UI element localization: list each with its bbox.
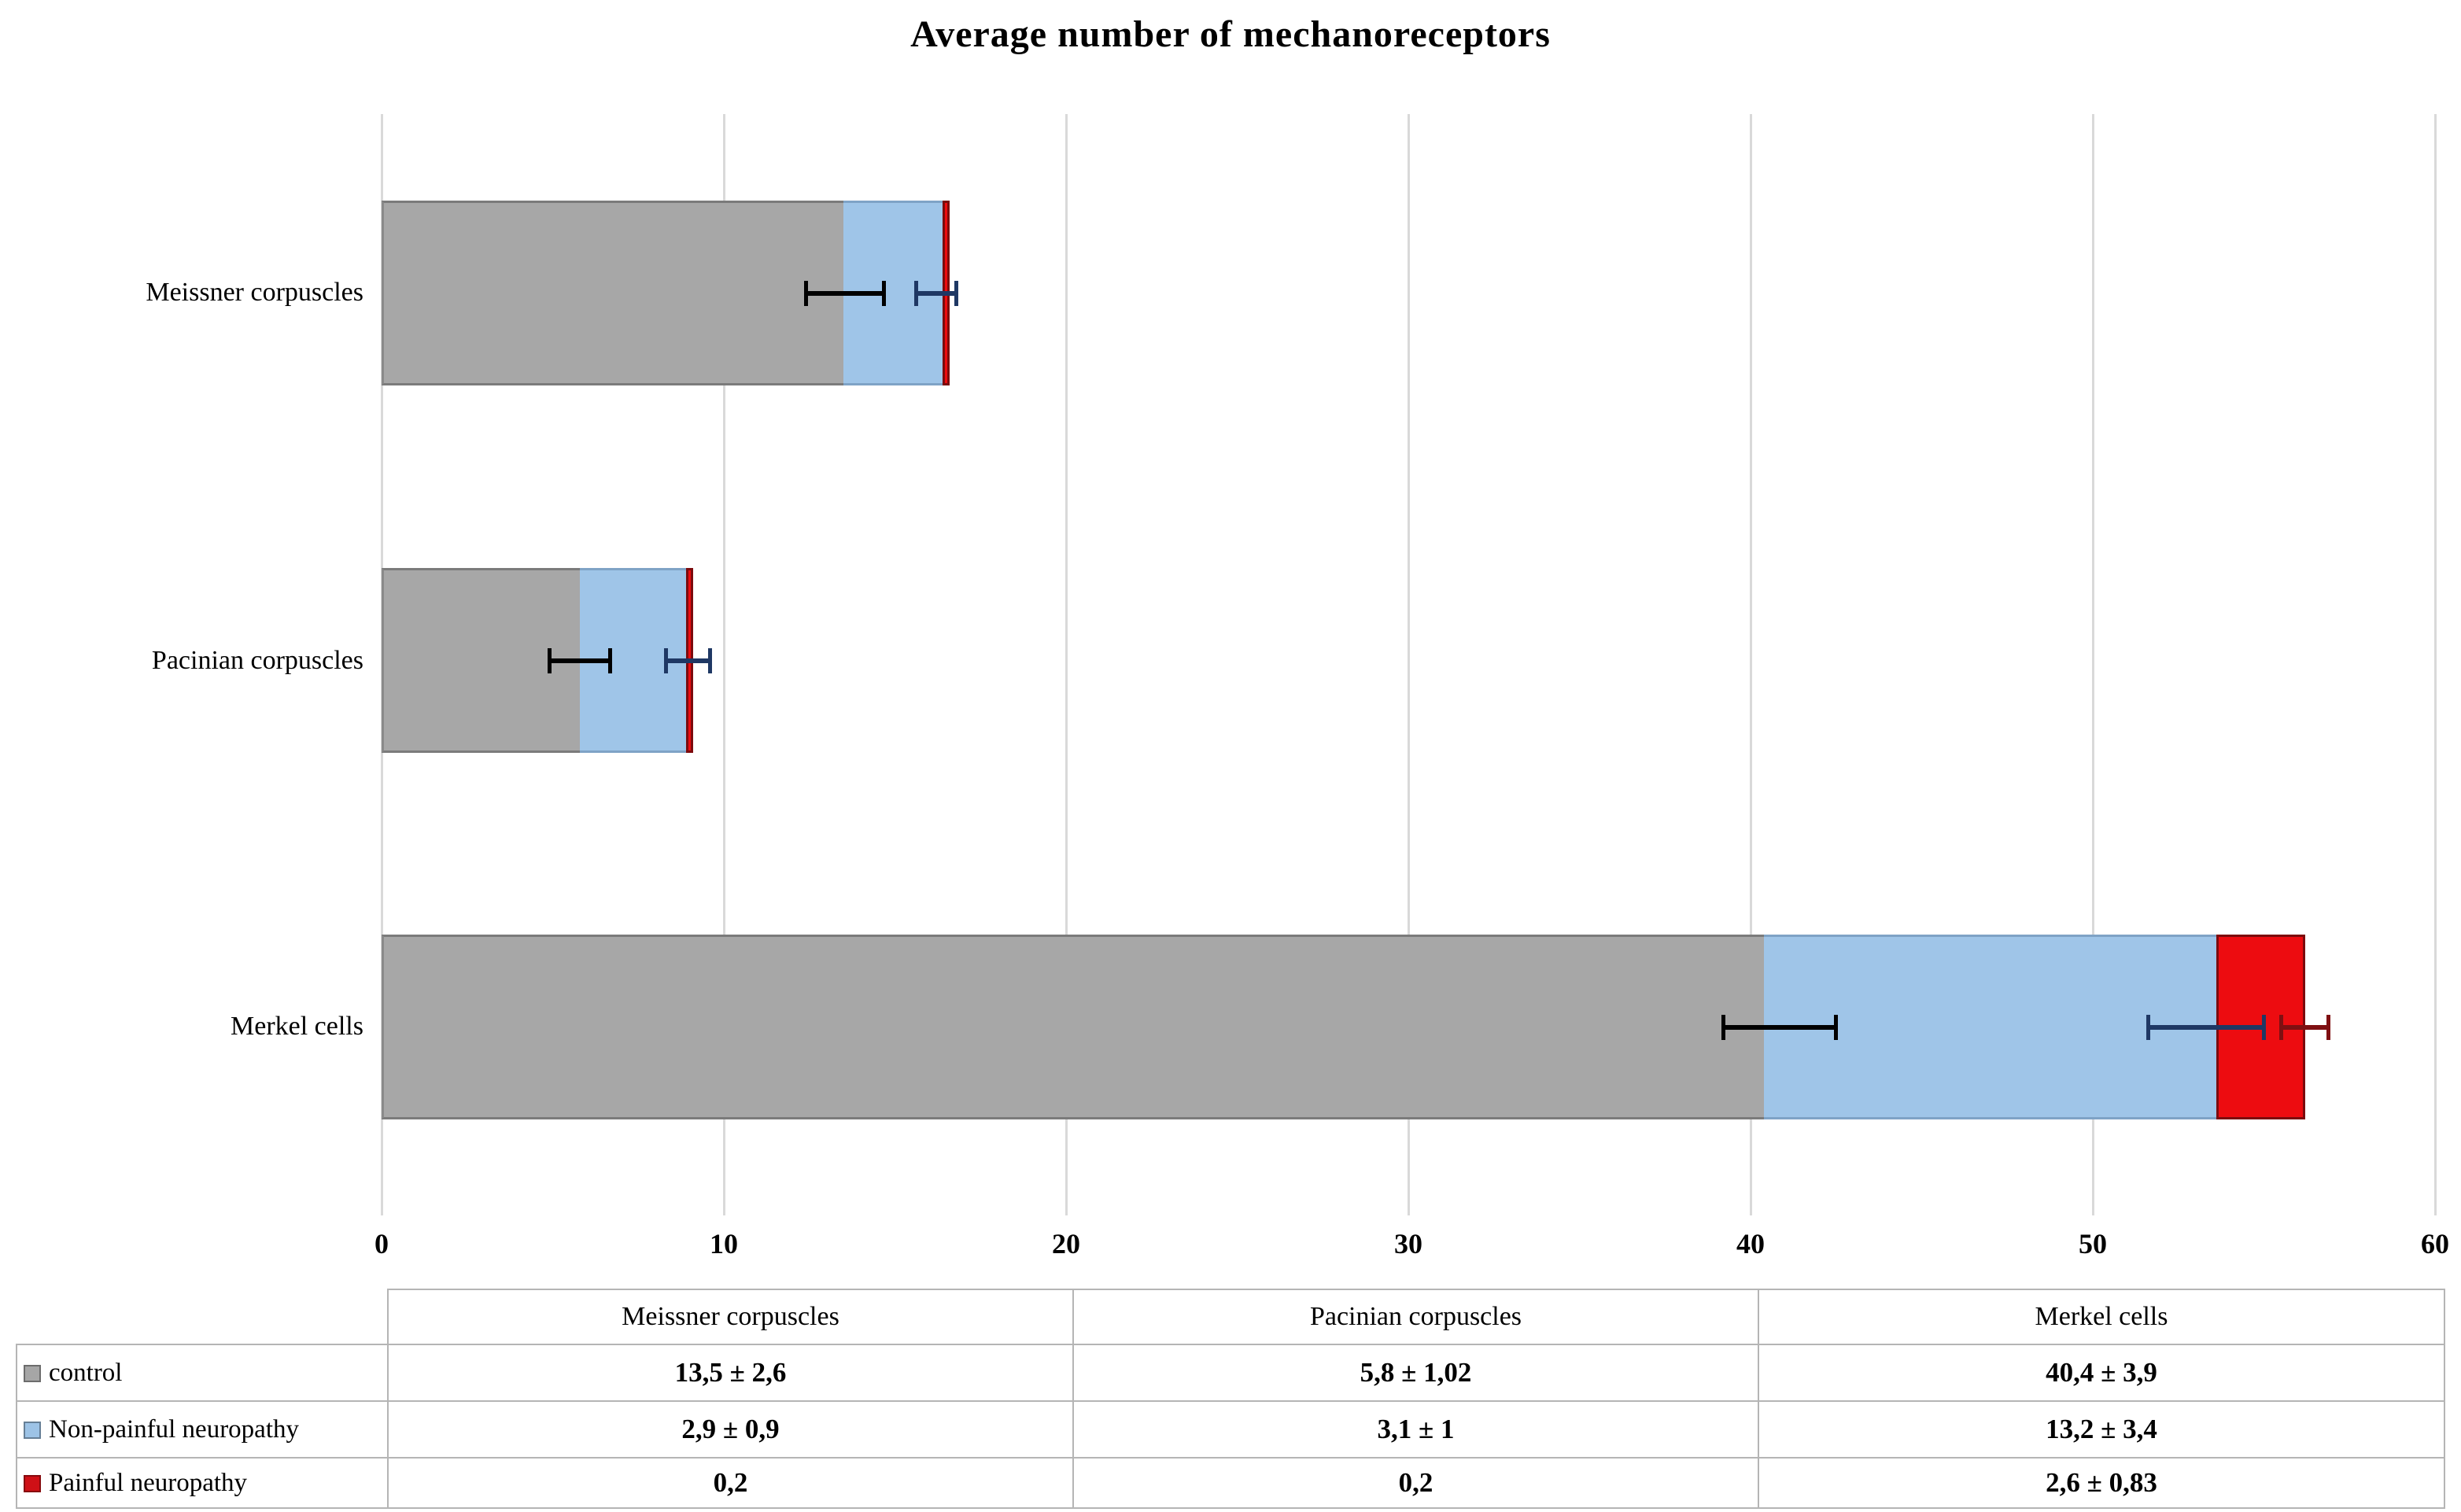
error-bar-cap bbox=[954, 280, 958, 306]
error-bar-painful-neuropathy bbox=[2281, 1024, 2330, 1030]
bar-segment-control bbox=[382, 568, 581, 753]
table-header-meissner: Meissner corpuscles bbox=[387, 1289, 1074, 1345]
error-bar-control bbox=[806, 290, 885, 296]
error-bar-cap bbox=[548, 647, 552, 673]
error-bar-non-painful-neuropathy bbox=[2147, 1024, 2264, 1030]
data-table: Meissner corpuscles Pacinian corpuscles … bbox=[16, 1289, 2445, 1509]
x-tick-label-40: 40 bbox=[1736, 1228, 1765, 1259]
error-bar-cap bbox=[707, 647, 712, 673]
category-label-pacinian: Pacinian corpuscles bbox=[151, 646, 363, 675]
bar-segment-non-painful-neuropathy bbox=[1764, 935, 2216, 1119]
value-cell: 0,2 bbox=[1072, 1457, 1759, 1509]
bar-segment-control bbox=[382, 935, 1765, 1119]
value-cell: 2,9 ± 0,9 bbox=[387, 1400, 1074, 1459]
gridline-50 bbox=[2091, 114, 2094, 1215]
error-bar-cap bbox=[913, 280, 918, 306]
error-bar-cap bbox=[2326, 1014, 2331, 1040]
error-bar-cap bbox=[2279, 1014, 2284, 1040]
control-swatch-icon bbox=[24, 1364, 41, 1382]
value-cell: 0,2 bbox=[387, 1457, 1074, 1509]
x-tick-label-0: 0 bbox=[374, 1228, 389, 1259]
gridline-10 bbox=[722, 114, 725, 1215]
error-bar-cap bbox=[2261, 1014, 2266, 1040]
error-bar-cap bbox=[2146, 1014, 2150, 1040]
error-bar-cap bbox=[1721, 1014, 1726, 1040]
category-label-merkel: Merkel cells bbox=[231, 1012, 363, 1041]
error-bar-non-painful-neuropathy bbox=[666, 658, 710, 663]
category-label-meissner: Meissner corpuscles bbox=[146, 278, 363, 307]
x-axis: 0 10 20 30 40 50 60 bbox=[374, 1227, 2449, 1274]
legend-label: Non-painful neuropathy bbox=[49, 1414, 299, 1444]
table-row-painful: Painful neuropathy 0,2 0,2 2,6 ± 0,83 bbox=[16, 1457, 2445, 1509]
bar-row-pacinian bbox=[382, 568, 693, 753]
value-cell: 13,2 ± 3,4 bbox=[1758, 1400, 2445, 1459]
table-header-merkel: Merkel cells bbox=[1758, 1289, 2445, 1345]
table-row-nonpainful: Non-painful neuropathy 2,9 ± 0,9 3,1 ± 1… bbox=[16, 1400, 2445, 1459]
error-bar-cap bbox=[882, 280, 887, 306]
x-tick-label-10: 10 bbox=[710, 1228, 738, 1259]
nonpainful-swatch-icon bbox=[24, 1421, 41, 1439]
legend-label: Painful neuropathy bbox=[49, 1468, 248, 1497]
table-header-pacinian: Pacinian corpuscles bbox=[1072, 1289, 1759, 1345]
error-bar-non-painful-neuropathy bbox=[915, 290, 957, 296]
painful-swatch-icon bbox=[24, 1474, 41, 1492]
value-cell: 5,8 ± 1,02 bbox=[1072, 1344, 1759, 1402]
bar-row-merkel bbox=[382, 935, 2305, 1119]
legend-cell-painful: Painful neuropathy bbox=[16, 1457, 389, 1509]
error-bar-cap bbox=[608, 647, 613, 673]
table-header-row: Meissner corpuscles Pacinian corpuscles … bbox=[16, 1289, 2445, 1345]
legend-cell-nonpainful: Non-painful neuropathy bbox=[16, 1400, 389, 1459]
x-tick-label-20: 20 bbox=[1052, 1228, 1080, 1259]
bar-segment-control bbox=[382, 201, 844, 385]
chart-title: Average number of mechanoreceptors bbox=[910, 13, 1551, 55]
value-cell: 40,4 ± 3,9 bbox=[1758, 1344, 2445, 1402]
legend-label: control bbox=[49, 1358, 123, 1387]
x-tick-label-50: 50 bbox=[2079, 1228, 2107, 1259]
gridline-20 bbox=[1064, 114, 1068, 1215]
error-bar-cap bbox=[1833, 1014, 1838, 1040]
x-tick-label-60: 60 bbox=[2421, 1228, 2449, 1259]
legend-cell-control: control bbox=[16, 1344, 389, 1402]
error-bar-control bbox=[1723, 1024, 1836, 1030]
x-tick-label-30: 30 bbox=[1394, 1228, 1422, 1259]
value-cell: 3,1 ± 1 bbox=[1072, 1400, 1759, 1459]
value-cell: 13,5 ± 2,6 bbox=[387, 1344, 1074, 1402]
gridline-30 bbox=[1407, 114, 1410, 1215]
table-corner-cell bbox=[16, 1289, 389, 1345]
table-row-control: control 13,5 ± 2,6 5,8 ± 1,02 40,4 ± 3,9 bbox=[16, 1344, 2445, 1402]
value-cell: 2,6 ± 0,83 bbox=[1758, 1457, 2445, 1509]
error-bar-control bbox=[549, 658, 611, 663]
error-bar-cap bbox=[664, 647, 669, 673]
gridline-60 bbox=[2433, 114, 2437, 1215]
error-bar-cap bbox=[804, 280, 809, 306]
gridline-40 bbox=[1749, 114, 1752, 1215]
plot-area bbox=[380, 114, 2437, 1215]
